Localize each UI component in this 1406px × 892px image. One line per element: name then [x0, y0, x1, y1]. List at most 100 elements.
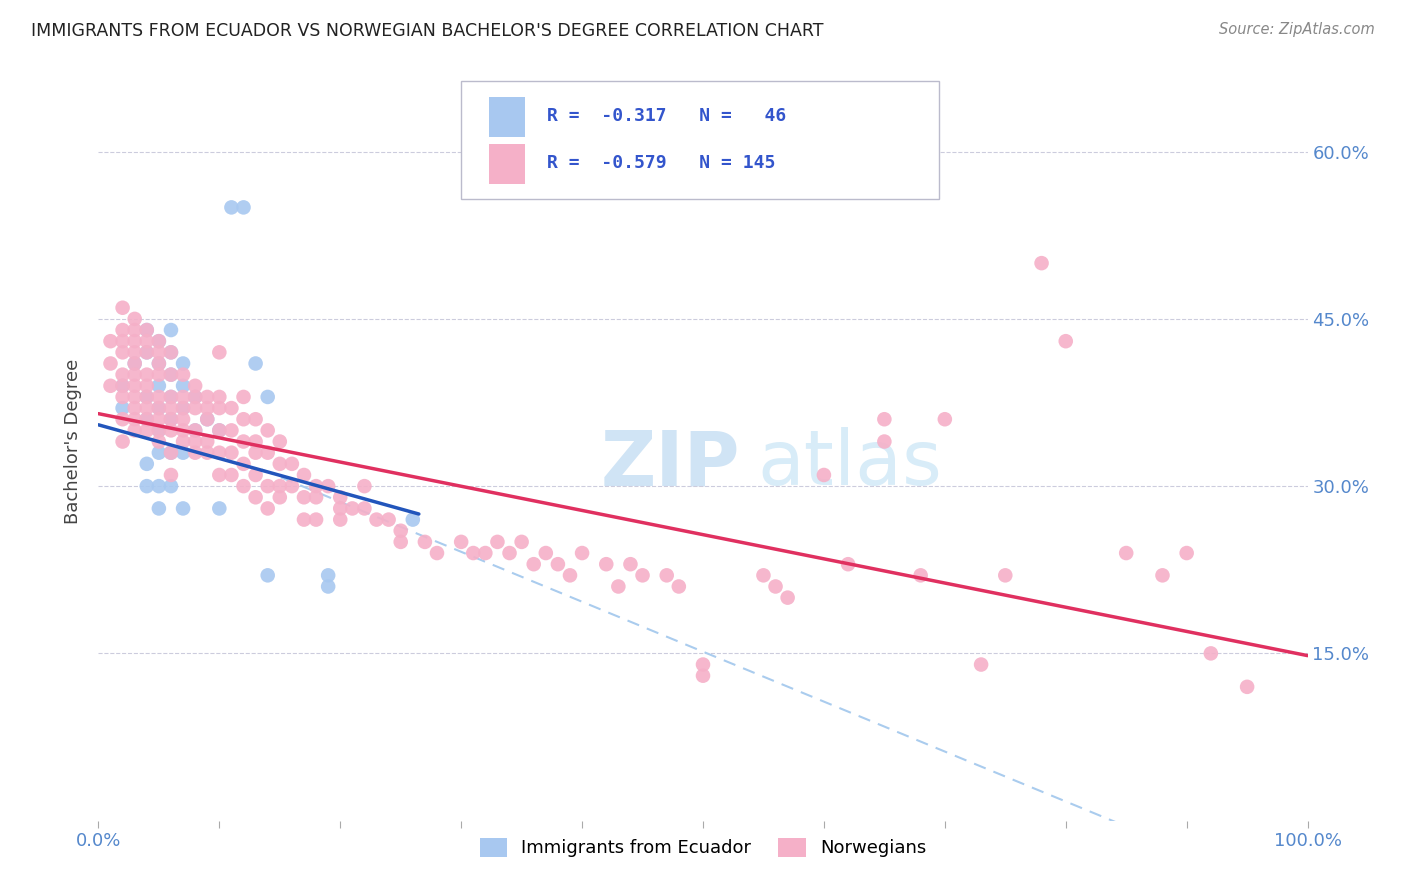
Point [184, 390, 207, 404]
Point [172, 368, 194, 382]
Point [124, 312, 146, 326]
Point [221, 468, 243, 483]
Point [148, 446, 170, 460]
Point [305, 491, 328, 505]
Point [595, 557, 617, 572]
Point [534, 546, 557, 560]
Point [124, 412, 146, 426]
Point [160, 345, 183, 359]
Point [148, 334, 170, 349]
Point [366, 512, 388, 526]
Point [692, 657, 714, 672]
Point [486, 535, 509, 549]
Point [232, 201, 254, 215]
Point [111, 401, 134, 416]
Point [172, 390, 194, 404]
Point [124, 390, 146, 404]
Text: Source: ZipAtlas.com: Source: ZipAtlas.com [1219, 22, 1375, 37]
Point [148, 390, 170, 404]
Point [172, 412, 194, 426]
Point [172, 434, 194, 449]
Point [160, 401, 183, 416]
Point [135, 368, 157, 382]
Point [873, 412, 896, 426]
Point [148, 424, 170, 438]
Point [208, 424, 231, 438]
Point [100, 356, 122, 371]
Point [184, 378, 207, 392]
Point [148, 368, 170, 382]
Point [619, 557, 641, 572]
Point [160, 390, 183, 404]
Point [135, 323, 157, 337]
Point [389, 524, 412, 538]
Text: R =  -0.317   N =   46: R = -0.317 N = 46 [547, 107, 786, 125]
Point [232, 479, 254, 493]
Point [124, 356, 146, 371]
Point [172, 401, 194, 416]
Point [765, 580, 787, 594]
Y-axis label: Bachelor's Degree: Bachelor's Degree [65, 359, 83, 524]
Point [402, 512, 425, 526]
Point [232, 434, 254, 449]
Point [692, 669, 714, 683]
Point [111, 345, 134, 359]
Point [111, 378, 134, 392]
Point [245, 412, 267, 426]
Point [305, 512, 328, 526]
Point [245, 468, 267, 483]
Point [571, 546, 593, 560]
Point [160, 424, 183, 438]
Point [172, 356, 194, 371]
Point [172, 401, 194, 416]
Point [668, 580, 690, 594]
Point [111, 434, 134, 449]
Point [160, 368, 183, 382]
Text: IMMIGRANTS FROM ECUADOR VS NORWEGIAN BACHELOR'S DEGREE CORRELATION CHART: IMMIGRANTS FROM ECUADOR VS NORWEGIAN BAC… [31, 22, 824, 40]
Point [281, 457, 304, 471]
Point [148, 378, 170, 392]
Point [269, 491, 291, 505]
Point [316, 479, 339, 493]
Point [498, 546, 520, 560]
Point [245, 434, 267, 449]
Point [837, 557, 859, 572]
Point [160, 390, 183, 404]
Point [523, 557, 546, 572]
FancyBboxPatch shape [489, 97, 526, 136]
Point [148, 412, 170, 426]
Point [269, 479, 291, 493]
Point [172, 446, 194, 460]
Point [1152, 568, 1174, 582]
Point [195, 412, 218, 426]
Point [184, 446, 207, 460]
Point [135, 334, 157, 349]
Point [148, 356, 170, 371]
FancyBboxPatch shape [461, 81, 939, 199]
Point [184, 424, 207, 438]
Point [655, 568, 678, 582]
Point [124, 323, 146, 337]
Point [148, 345, 170, 359]
Point [994, 568, 1017, 582]
Point [1054, 334, 1077, 349]
Point [172, 378, 194, 392]
Point [148, 334, 170, 349]
Point [316, 580, 339, 594]
Point [256, 424, 278, 438]
Point [100, 378, 122, 392]
Point [510, 535, 533, 549]
Point [135, 323, 157, 337]
Point [195, 401, 218, 416]
Point [450, 535, 472, 549]
Point [353, 501, 375, 516]
Text: ZIP: ZIP [600, 427, 740, 501]
Point [256, 390, 278, 404]
Point [269, 457, 291, 471]
Point [195, 390, 218, 404]
Point [208, 390, 231, 404]
Legend: Immigrants from Ecuador, Norwegians: Immigrants from Ecuador, Norwegians [472, 830, 934, 864]
Point [148, 356, 170, 371]
Point [184, 434, 207, 449]
Point [752, 568, 775, 582]
